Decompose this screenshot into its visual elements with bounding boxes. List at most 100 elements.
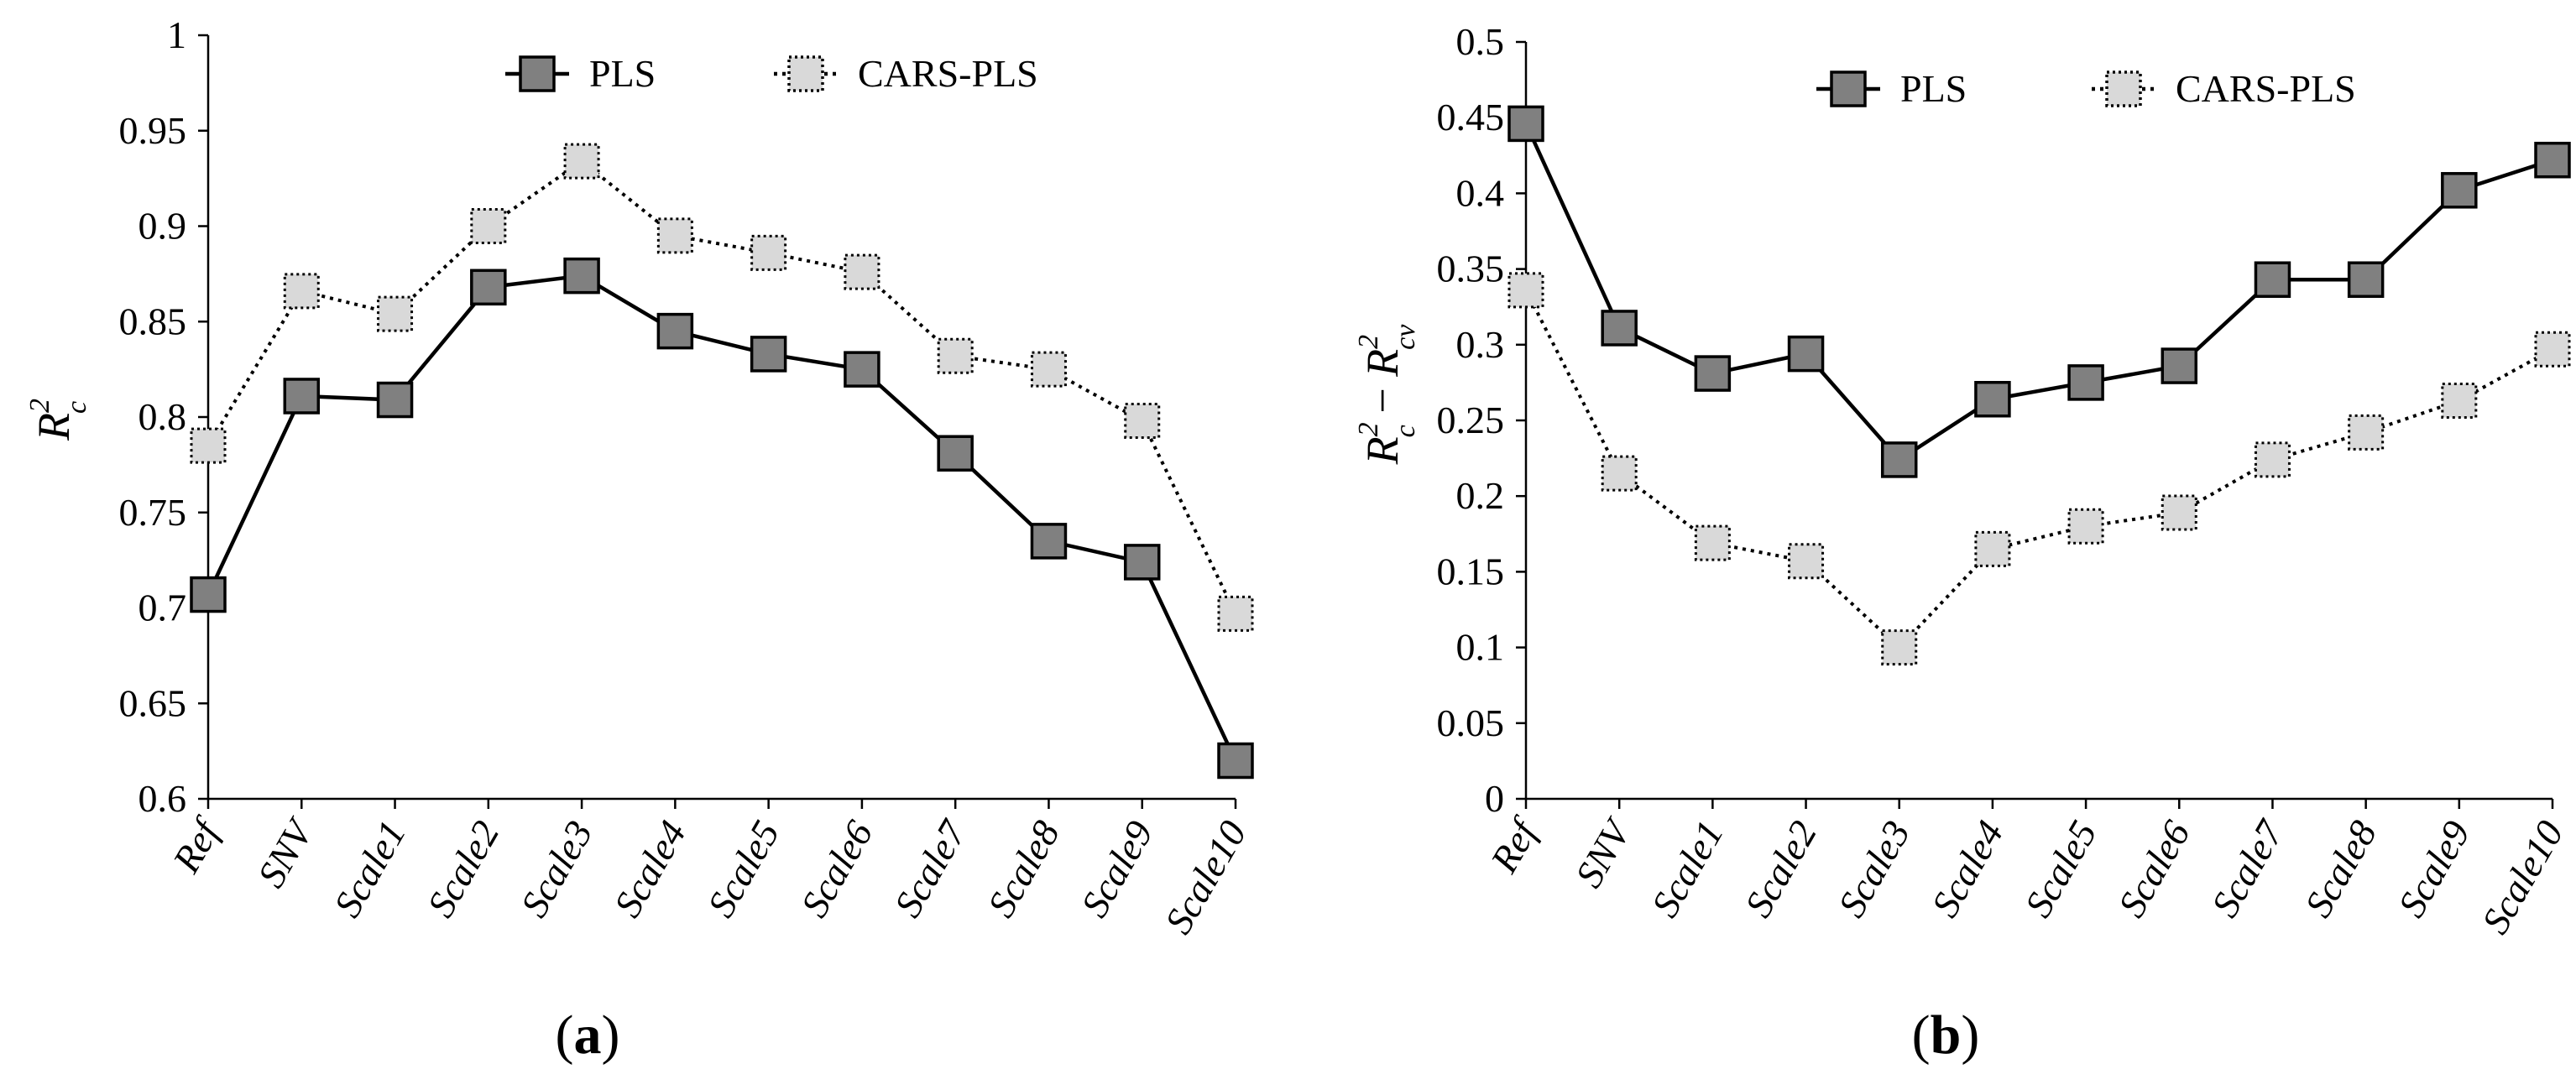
series-line xyxy=(1523,123,2553,462)
legend-label: PLS xyxy=(1900,67,1967,110)
legend-item-pls: PLS xyxy=(1816,67,1967,110)
data-point xyxy=(1124,403,1161,440)
chart-a-y-tick-labels: 0.6 0.65 0.7 0.75 0.8 0.85 0.9 0.95 1 xyxy=(119,13,187,820)
y-tick-label: 0.2 xyxy=(1456,474,1505,517)
y-tick-label: 0.9 xyxy=(138,205,187,248)
data-point xyxy=(1694,355,1732,392)
series-pls xyxy=(1507,105,2571,478)
y-tick-label: 0.4 xyxy=(1456,171,1505,214)
data-point xyxy=(2161,494,2197,531)
data-point xyxy=(2161,347,2198,384)
legend-marker xyxy=(519,55,556,92)
data-point xyxy=(563,257,600,295)
y-tick-label: 0.6 xyxy=(138,777,187,820)
data-point xyxy=(2067,364,2104,401)
y-tick-label: 0.5 xyxy=(1456,20,1505,63)
series-line xyxy=(1524,289,2553,650)
chart-b-legend: PLS CARS-PLS xyxy=(1816,67,2356,110)
y-tick-label: 0.35 xyxy=(1437,248,1505,290)
data-point xyxy=(470,208,507,244)
chart-a: 0.6 0.65 0.7 0.75 0.8 0.85 0.9 0.95 1 Ref SNV Scal… xyxy=(24,13,1255,1066)
y-tick-label: 0.25 xyxy=(1437,399,1505,441)
y-tick-label: 0.8 xyxy=(138,395,187,438)
x-tick-label: Scale3 xyxy=(1830,814,1918,925)
y-tick-label: 0.95 xyxy=(119,109,187,152)
x-tick-label: Scale2 xyxy=(1737,814,1825,925)
data-point xyxy=(190,427,227,464)
data-point xyxy=(2348,414,2385,451)
chart-b-x-tick-labels: Ref SNV Scale1 Scale2 Scale3 Scale4 Scale5 Scal… xyxy=(1481,809,2571,941)
chart-a-x-tick-labels: Ref SNV Scale1 Scale2 Scale3 Scale4 Scale5 Scal… xyxy=(164,809,1254,941)
data-point xyxy=(470,269,507,306)
data-point xyxy=(1601,455,1638,492)
data-point xyxy=(2534,331,2571,368)
data-point xyxy=(2441,383,2478,420)
data-point xyxy=(1217,595,1254,632)
x-tick-label: Scale3 xyxy=(512,814,600,925)
data-point xyxy=(2067,508,2104,545)
x-tick-label: Scale10 xyxy=(2474,814,2572,941)
chart-a-y-axis-label: R2 c xyxy=(24,399,92,441)
y-tick-label: 0 xyxy=(1485,777,1504,820)
data-point xyxy=(190,576,227,613)
data-point xyxy=(1694,524,1731,561)
data-point xyxy=(1507,105,1544,143)
data-point xyxy=(1030,523,1068,560)
legend-marker xyxy=(2105,70,2142,107)
x-tick-label: Scale9 xyxy=(1073,814,1161,925)
chart-b-series xyxy=(1507,105,2571,666)
x-tick-label: Scale6 xyxy=(792,814,880,925)
data-point xyxy=(1601,310,1638,347)
chart-b-panel-label: (b) xyxy=(1912,1004,1980,1066)
y-tick-label: 0.85 xyxy=(119,300,187,342)
data-point xyxy=(656,312,694,350)
data-point xyxy=(563,143,600,180)
x-tick-label: Scale6 xyxy=(2109,814,2197,925)
data-point xyxy=(283,273,320,310)
y-tick-label: 0.75 xyxy=(119,491,187,534)
data-point xyxy=(1507,272,1544,309)
x-tick-label: SNV xyxy=(1567,810,1641,894)
x-tick-label: Scale4 xyxy=(1923,814,2011,925)
data-point xyxy=(1788,543,1825,580)
y-tick-label: 1 xyxy=(167,13,186,56)
x-tick-label: Scale4 xyxy=(606,814,694,925)
x-tick-label: Scale8 xyxy=(980,814,1068,925)
chart-b-y-axis-label: R2 c − R2 cv xyxy=(1353,324,1421,466)
chart-a-panel-label: (a) xyxy=(556,1004,620,1066)
x-tick-label: Scale5 xyxy=(2016,814,2104,925)
x-tick-label: Scale8 xyxy=(2296,814,2385,925)
data-point xyxy=(750,336,787,373)
series-pls xyxy=(190,257,1254,780)
data-point xyxy=(376,381,414,419)
series-cars-pls xyxy=(190,143,1254,632)
data-point xyxy=(2254,441,2291,478)
data-point xyxy=(1880,441,1918,478)
data-point xyxy=(377,295,414,332)
data-point xyxy=(937,337,974,374)
data-point xyxy=(2254,261,2291,298)
data-point xyxy=(937,435,974,472)
x-tick-label: SNV xyxy=(249,810,323,894)
data-point xyxy=(1881,629,1918,666)
data-point xyxy=(1217,742,1254,780)
data-point xyxy=(1974,530,2011,567)
legend-label: CARS-PLS xyxy=(2176,67,2356,110)
legend-marker xyxy=(1830,70,1867,107)
data-point xyxy=(1030,351,1067,388)
y-tick-label: 0.1 xyxy=(1456,626,1505,669)
x-tick-label: Scale5 xyxy=(699,814,787,925)
data-point xyxy=(656,217,693,254)
y-tick-label: 0.15 xyxy=(1437,550,1505,592)
chart-a-legend: PLS CARS-PLS xyxy=(505,52,1038,95)
y-tick-label: 0.45 xyxy=(1437,96,1505,138)
x-tick-label: Scale7 xyxy=(886,812,974,924)
chart-a-axes xyxy=(198,34,1237,809)
chart-a-series xyxy=(190,143,1254,780)
series-line xyxy=(206,159,1237,615)
x-tick-label: Scale2 xyxy=(419,814,507,925)
x-tick-label: Scale1 xyxy=(326,814,414,925)
data-point xyxy=(1787,335,1825,373)
data-point xyxy=(844,253,880,290)
